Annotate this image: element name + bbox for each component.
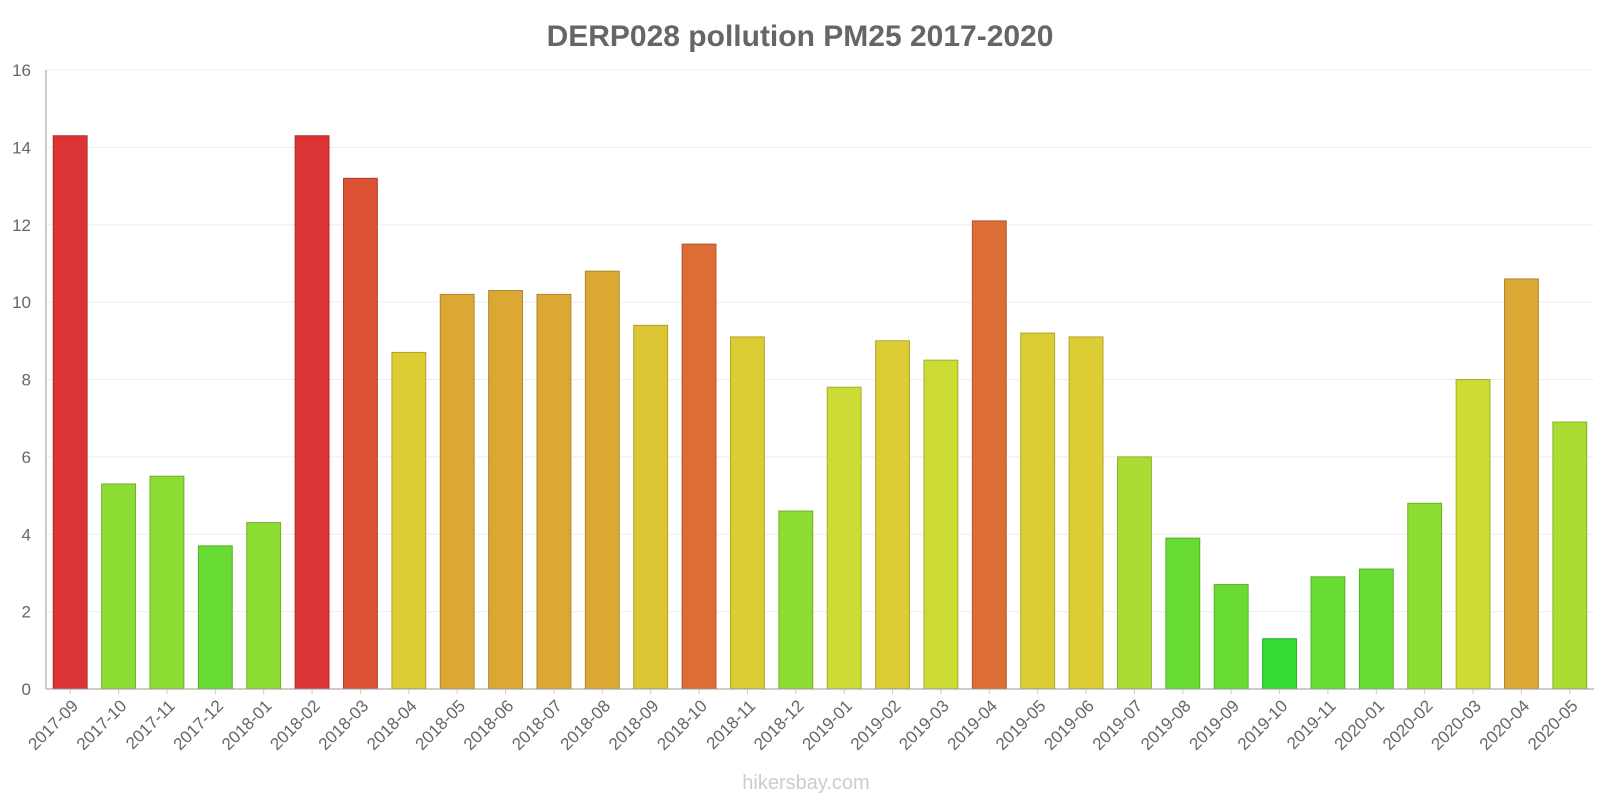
x-tick-label: 2018-05 [411, 696, 469, 754]
x-tick-label: 2018-04 [363, 696, 421, 754]
x-tick-label: 2018-11 [703, 696, 760, 753]
x-tick-label: 2018-08 [557, 696, 615, 754]
x-tick-label: 2020-02 [1379, 696, 1437, 754]
bar-2019-07 [1117, 456, 1152, 690]
bar-2020-01 [1358, 568, 1394, 690]
bar-2018-10 [681, 243, 717, 690]
x-tick-label: 2019-04 [944, 696, 1002, 754]
bar-2020-03 [1455, 379, 1491, 690]
x-tick-label: 2019-07 [1089, 696, 1147, 754]
y-tick-label: 6 [22, 448, 31, 467]
x-tick-label: 2020-03 [1427, 696, 1485, 754]
x-tick-label: 2019-01 [798, 696, 856, 754]
x-tick-label: 2018-03 [315, 696, 373, 754]
bar-2019-06 [1068, 336, 1104, 690]
bar-2019-02 [875, 340, 910, 690]
bar-2018-08 [584, 270, 620, 690]
bar-2019-05 [1020, 332, 1056, 690]
y-tick-label: 16 [12, 61, 31, 80]
bar-2018-09 [633, 324, 669, 690]
bar-2019-03 [923, 359, 959, 690]
x-tick-label: 2018-12 [750, 696, 808, 754]
bar-2018-07 [536, 293, 572, 690]
x-tick-label: 2019-08 [1137, 696, 1195, 754]
x-tick-label: 2018-10 [653, 696, 711, 754]
bar-2018-03 [343, 177, 378, 690]
x-tick-label: 2019-03 [895, 696, 953, 754]
bar-2018-11 [730, 336, 765, 690]
x-axis-ticks: 2017-092017-102017-112017-122018-012018-… [24, 689, 1582, 754]
bar-2019-04 [971, 220, 1007, 690]
x-tick-label: 2018-01 [218, 696, 276, 754]
x-tick-label: 2018-02 [266, 696, 324, 754]
bar-2017-12 [197, 545, 233, 690]
x-tick-label: 2019-06 [1040, 696, 1098, 754]
x-tick-label: 2018-06 [460, 696, 518, 754]
x-tick-label: 2020-01 [1331, 696, 1389, 754]
y-axis-ticks: 0 2 4 6 8 10 12 14 16 [12, 61, 31, 699]
y-tick-label: 14 [12, 138, 31, 157]
y-tick-label: 2 [22, 603, 31, 622]
x-tick-label: 2020-04 [1476, 696, 1534, 754]
bar-2017-11 [149, 475, 185, 690]
watermark: hikersbay.com [742, 772, 869, 794]
x-tick-label: 2019-10 [1234, 696, 1292, 754]
bar-2018-05 [439, 293, 475, 690]
y-tick-label: 10 [12, 293, 31, 312]
bar-2018-04 [391, 351, 427, 690]
bar-2019-09 [1213, 584, 1249, 690]
x-tick-label: 2019-11 [1283, 696, 1340, 753]
x-tick-label: 2020-05 [1524, 696, 1582, 754]
bar-2020-02 [1407, 502, 1443, 690]
x-tick-label: 2019-02 [847, 696, 905, 754]
bar-2018-06 [488, 290, 523, 690]
y-tick-label: 4 [22, 525, 31, 544]
x-tick-label: 2017-09 [24, 696, 82, 754]
x-tick-label: 2018-09 [605, 696, 663, 754]
x-tick-label: 2017-10 [73, 696, 131, 754]
bar-2019-08 [1165, 537, 1201, 690]
y-tick-label: 12 [12, 216, 31, 235]
y-tick-label: 0 [22, 680, 31, 699]
bar-2018-12 [778, 510, 814, 690]
chart-title: DERP028 pollution PM25 2017-2020 [547, 20, 1054, 53]
bar-2018-02 [294, 135, 330, 690]
bar-2020-04 [1504, 278, 1539, 690]
x-tick-label: 2018-07 [508, 696, 566, 754]
x-tick-label: 2019-05 [992, 696, 1050, 754]
bar-2019-10 [1262, 638, 1297, 690]
x-tick-label: 2019-09 [1185, 696, 1243, 754]
bar-2018-01 [246, 522, 282, 690]
bar-2017-10 [101, 483, 136, 690]
x-tick-label: 2017-11 [122, 696, 179, 753]
bar-2019-01 [826, 386, 862, 690]
bar-2020-05 [1552, 421, 1588, 690]
bars [52, 135, 1588, 690]
x-tick-label: 2017-12 [170, 696, 228, 754]
y-tick-label: 8 [22, 371, 31, 390]
bar-2017-09 [52, 135, 88, 690]
bar-2019-11 [1310, 576, 1346, 690]
